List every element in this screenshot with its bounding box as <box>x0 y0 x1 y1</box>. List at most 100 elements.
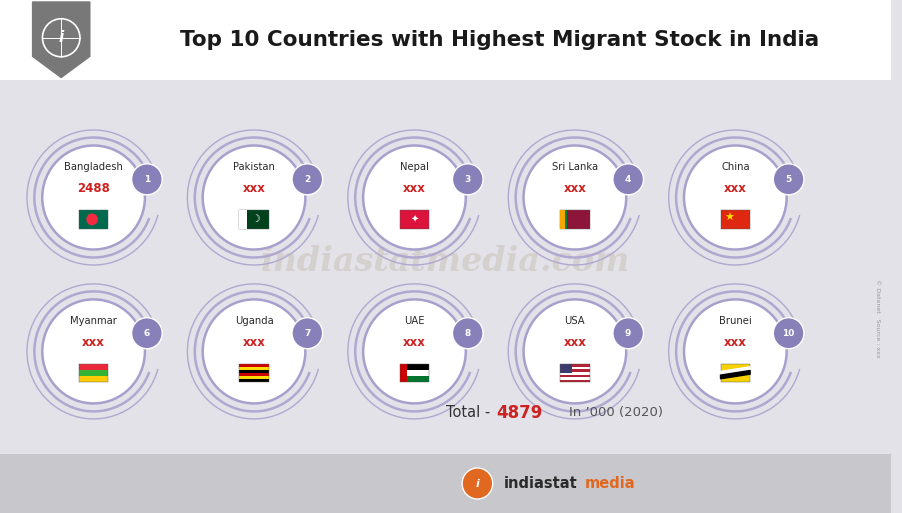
Text: Brunei: Brunei <box>718 316 750 326</box>
Text: ☽: ☽ <box>252 214 261 224</box>
Bar <box>78 370 108 377</box>
Bar <box>559 369 589 372</box>
Bar <box>400 364 407 383</box>
Text: 3: 3 <box>465 175 470 184</box>
Bar <box>0 0 890 80</box>
Bar <box>78 210 108 229</box>
Circle shape <box>202 146 305 249</box>
Polygon shape <box>720 370 750 379</box>
Bar <box>559 377 589 380</box>
Bar <box>407 364 428 370</box>
Bar <box>559 380 589 383</box>
Circle shape <box>291 318 322 349</box>
Circle shape <box>612 164 643 195</box>
Text: 2488: 2488 <box>77 182 110 194</box>
Text: China: China <box>720 162 749 172</box>
Text: xxx: xxx <box>243 182 265 194</box>
Bar <box>239 367 269 370</box>
Text: Bangladesh: Bangladesh <box>64 162 123 172</box>
Circle shape <box>87 213 97 225</box>
Circle shape <box>132 318 162 349</box>
Text: indiastat: indiastat <box>503 476 577 491</box>
Bar <box>239 373 269 377</box>
Bar <box>559 372 589 374</box>
Text: xxx: xxx <box>723 182 746 194</box>
Text: xxx: xxx <box>402 182 426 194</box>
Text: 4: 4 <box>624 175 630 184</box>
Text: indiastatmedia.com: indiastatmedia.com <box>261 245 630 278</box>
Circle shape <box>683 146 786 249</box>
Bar <box>239 364 269 367</box>
Bar <box>559 364 589 367</box>
Bar <box>78 364 108 370</box>
Text: Pakistan: Pakistan <box>233 162 274 172</box>
Text: xxx: xxx <box>563 182 585 194</box>
Text: USA: USA <box>564 316 584 326</box>
Bar <box>400 364 428 383</box>
Text: 4879: 4879 <box>496 404 542 422</box>
Text: xxx: xxx <box>243 336 265 348</box>
Text: ✦: ✦ <box>410 214 418 224</box>
Text: i: i <box>59 30 64 45</box>
Bar <box>239 210 246 229</box>
Text: Sri Lanka: Sri Lanka <box>551 162 597 172</box>
Bar <box>239 370 269 373</box>
Text: Total -: Total - <box>446 405 494 421</box>
Bar <box>559 374 589 377</box>
Text: Top 10 Countries with Highest Migrant Stock in India: Top 10 Countries with Highest Migrant St… <box>179 30 818 50</box>
Bar <box>400 210 428 229</box>
Circle shape <box>132 164 162 195</box>
Text: In ’000 (2020): In ’000 (2020) <box>568 406 662 420</box>
Circle shape <box>523 146 625 249</box>
Text: ★: ★ <box>723 212 733 223</box>
Circle shape <box>363 300 465 403</box>
Text: 1: 1 <box>143 175 150 184</box>
Bar <box>720 364 750 383</box>
Text: 6: 6 <box>143 329 150 338</box>
Circle shape <box>452 318 483 349</box>
Bar <box>559 364 589 383</box>
Circle shape <box>452 164 483 195</box>
Polygon shape <box>32 2 89 77</box>
Bar <box>407 377 428 383</box>
Text: xxx: xxx <box>402 336 426 348</box>
Bar <box>559 210 564 229</box>
Bar <box>564 210 566 229</box>
Text: media: media <box>584 476 635 491</box>
Text: xxx: xxx <box>723 336 746 348</box>
Circle shape <box>683 300 786 403</box>
Circle shape <box>462 468 492 499</box>
Bar <box>239 377 269 380</box>
Bar <box>78 377 108 383</box>
Text: 7: 7 <box>304 329 310 338</box>
Text: xxx: xxx <box>563 336 585 348</box>
Bar <box>559 364 571 373</box>
Bar <box>239 380 269 383</box>
Circle shape <box>772 164 803 195</box>
Circle shape <box>612 318 643 349</box>
Polygon shape <box>720 367 750 375</box>
Text: 9: 9 <box>624 329 630 338</box>
Bar <box>239 210 269 229</box>
Text: Myanmar: Myanmar <box>70 316 117 326</box>
Bar <box>407 370 428 377</box>
Circle shape <box>523 300 625 403</box>
Text: Uganda: Uganda <box>235 316 273 326</box>
Circle shape <box>202 300 305 403</box>
Circle shape <box>363 146 465 249</box>
Bar <box>78 364 108 383</box>
Bar <box>559 367 589 369</box>
Text: i: i <box>475 479 479 488</box>
Circle shape <box>42 146 144 249</box>
Circle shape <box>42 300 144 403</box>
Text: © Datanet   Source : xxx: © Datanet Source : xxx <box>874 279 879 358</box>
Text: UAE: UAE <box>404 316 424 326</box>
Circle shape <box>772 318 803 349</box>
Bar <box>559 210 589 229</box>
Bar <box>0 454 890 513</box>
Bar <box>239 364 269 383</box>
Text: Nepal: Nepal <box>400 162 428 172</box>
Text: 10: 10 <box>781 329 794 338</box>
Circle shape <box>291 164 322 195</box>
Text: 5: 5 <box>785 175 791 184</box>
